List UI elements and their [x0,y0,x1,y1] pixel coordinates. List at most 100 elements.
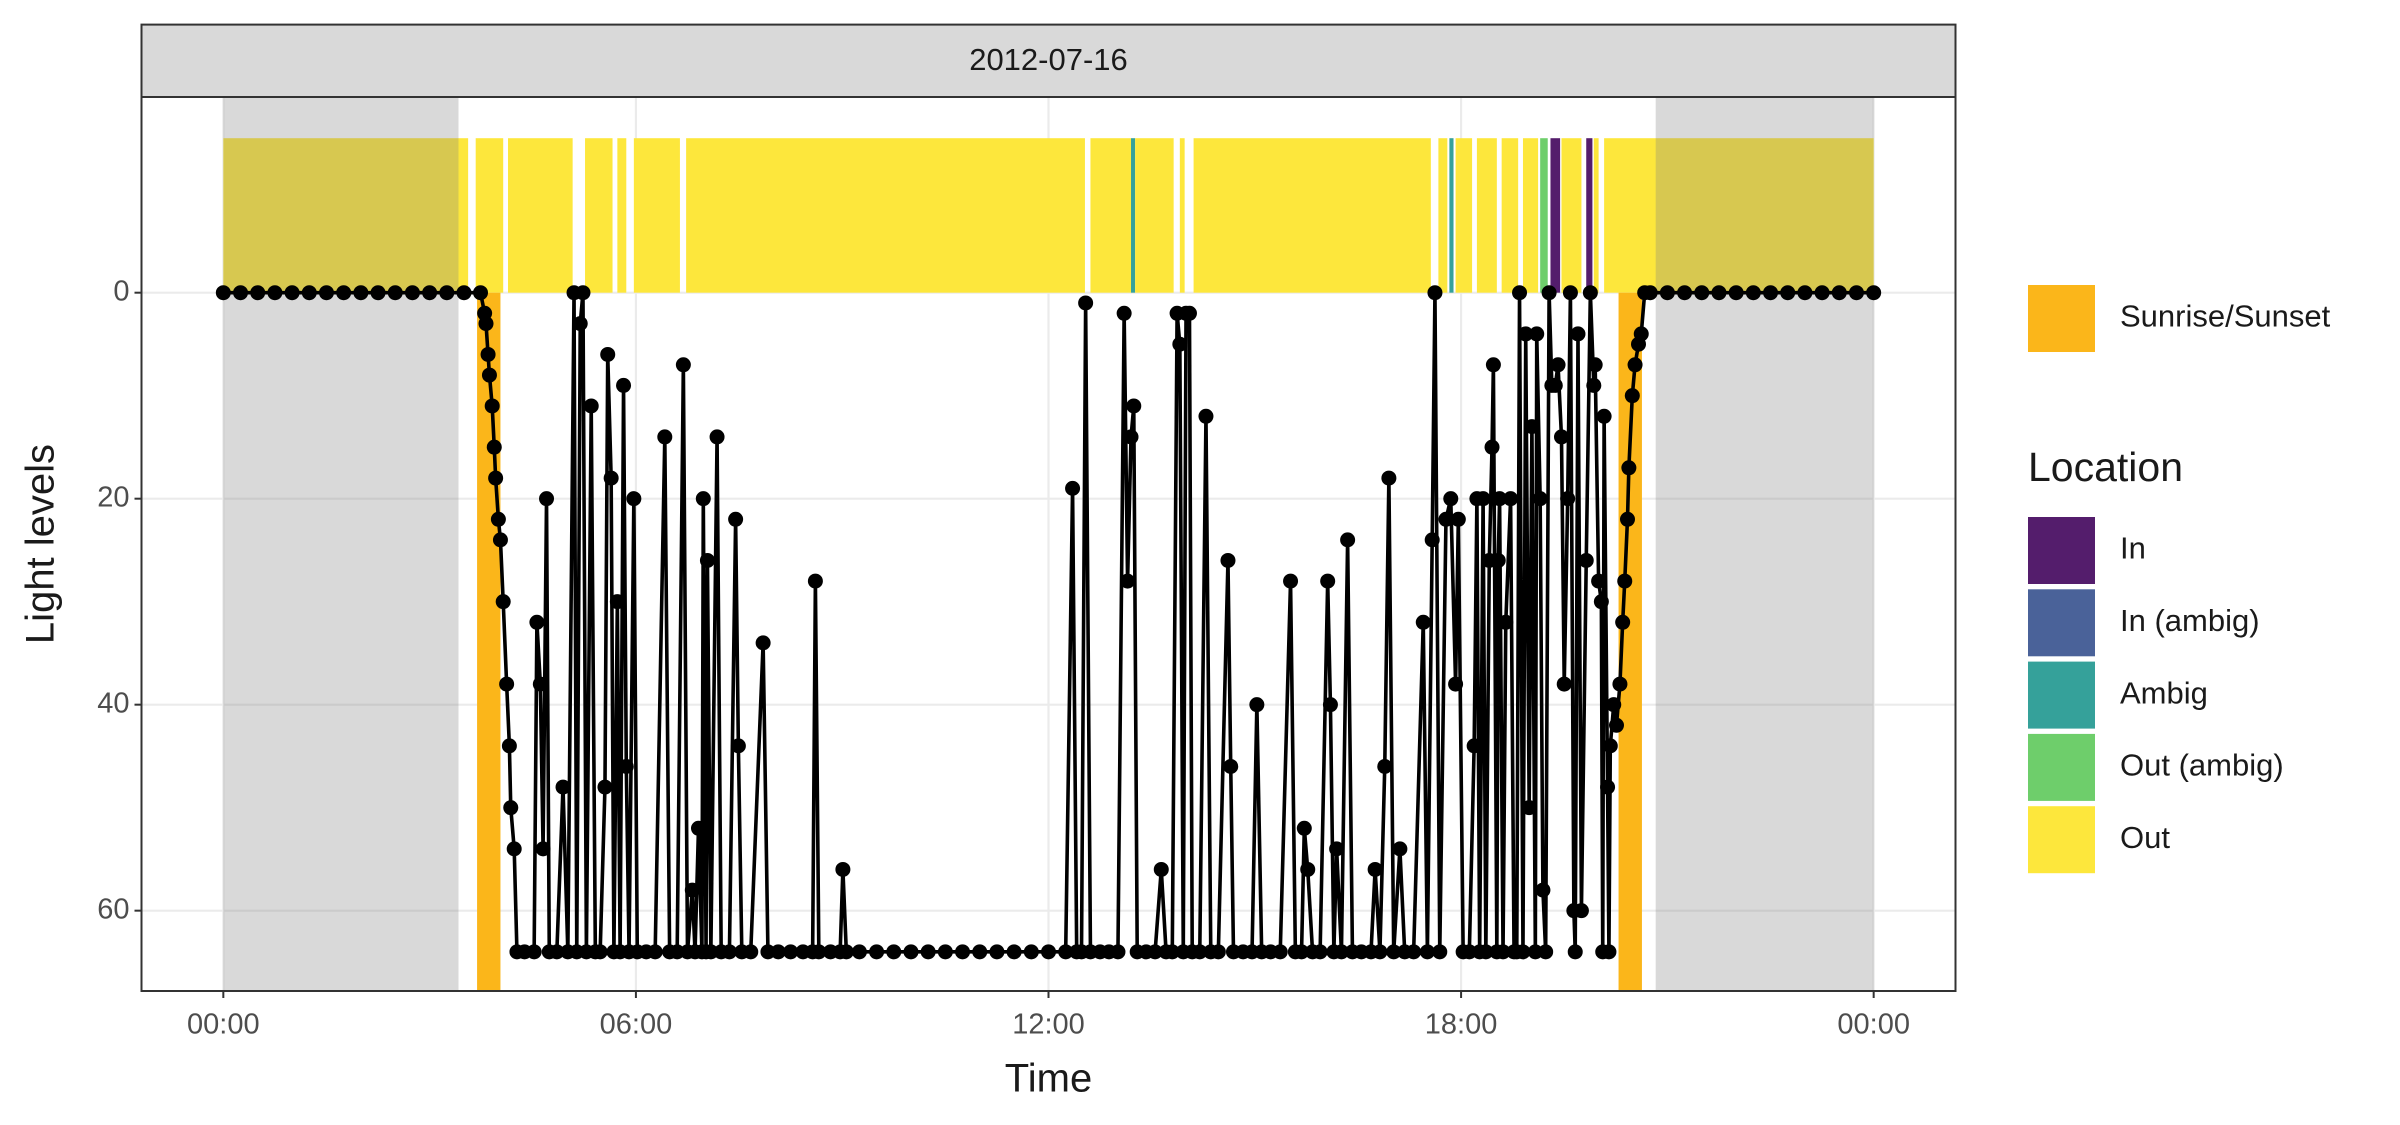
data-point [1600,779,1616,795]
data-point [1424,532,1440,548]
data-point [1527,944,1543,960]
data-point [1550,357,1566,373]
data-point [886,944,902,960]
data-point [370,285,386,301]
data-point [481,367,497,383]
data-point [486,439,502,455]
legend-key [2028,589,2095,657]
legend-label: Out (ambig) [2120,748,2284,783]
data-point [1659,285,1675,301]
data-point [669,944,685,960]
data-point [1677,285,1693,301]
data-point [1495,944,1511,960]
data-point [267,285,283,301]
night-interval [223,97,459,991]
location-segment [1449,138,1454,293]
data-point [1608,717,1624,733]
data-point [1406,944,1422,960]
data-point [1294,944,1310,960]
data-point [1570,326,1586,342]
data-point [1381,470,1397,486]
data-point [1694,285,1710,301]
data-point [684,882,700,898]
data-point [1192,944,1208,960]
data-point [529,614,545,630]
data-point [532,676,548,692]
sun-interval [477,292,501,991]
data-point [1448,676,1464,692]
data-point [1745,285,1761,301]
data-point [1427,285,1443,301]
data-point [1223,758,1239,774]
data-point [353,285,369,301]
data-point [1596,408,1612,424]
y-axis-title: Light levels [19,444,63,644]
data-point [989,944,1005,960]
data-point [1587,357,1603,373]
data-point [1573,903,1589,919]
y-tick-label: 40 [97,687,129,719]
data-point [1606,697,1622,713]
x-tick-label: 12:00 [1012,1009,1085,1041]
legend-key [2028,285,2095,352]
location-segment [508,138,573,293]
data-point [1419,944,1435,960]
data-point [1621,460,1637,476]
data-point [506,841,522,857]
data-point [838,944,854,960]
x-tick-label: 00:00 [1837,1009,1910,1041]
data-point [478,316,494,332]
data-point [626,491,642,507]
data-point [495,594,511,610]
data-point [549,944,565,960]
location-segment [1193,138,1431,293]
data-point [1831,285,1847,301]
data-point [1615,614,1631,630]
data-point [1220,552,1236,568]
data-point [657,429,673,445]
data-point [755,635,771,651]
data-point [592,944,608,960]
data-point [1272,944,1288,960]
data-point [1126,398,1142,414]
data-point [1556,676,1572,692]
legend-label: Ambig [2120,675,2208,710]
legend-label: Sunrise/Sunset [2120,299,2331,334]
data-point [250,285,266,301]
data-point [869,944,885,960]
data-point [721,944,737,960]
data-point [1041,944,1056,960]
data-point [318,285,334,301]
data-point [1198,408,1214,424]
data-point [1602,738,1618,754]
data-point [1123,429,1139,445]
data-point [539,491,555,507]
data-point [600,346,616,362]
data-point [422,285,438,301]
location-segment [633,138,680,293]
data-point [690,820,706,836]
data-point [492,532,508,548]
data-point [1524,419,1540,435]
data-point [618,758,634,774]
data-point [1848,285,1864,301]
data-point [603,470,619,486]
night-interval [1655,97,1874,991]
x-tick-label: 06:00 [600,1009,673,1041]
location-segment [617,138,627,293]
data-point [730,738,746,754]
location-segment [475,138,504,293]
data-point [1763,285,1779,301]
data-point [1728,285,1744,301]
data-point [1367,861,1383,877]
data-point [1340,532,1356,548]
data-point [1711,285,1727,301]
data-point [647,944,663,960]
data-point [1120,573,1136,589]
data-point [1006,944,1022,960]
data-point [807,573,823,589]
location-segment [1522,138,1539,293]
data-point [1116,305,1132,321]
data-point [760,944,776,960]
data-point [675,357,691,373]
